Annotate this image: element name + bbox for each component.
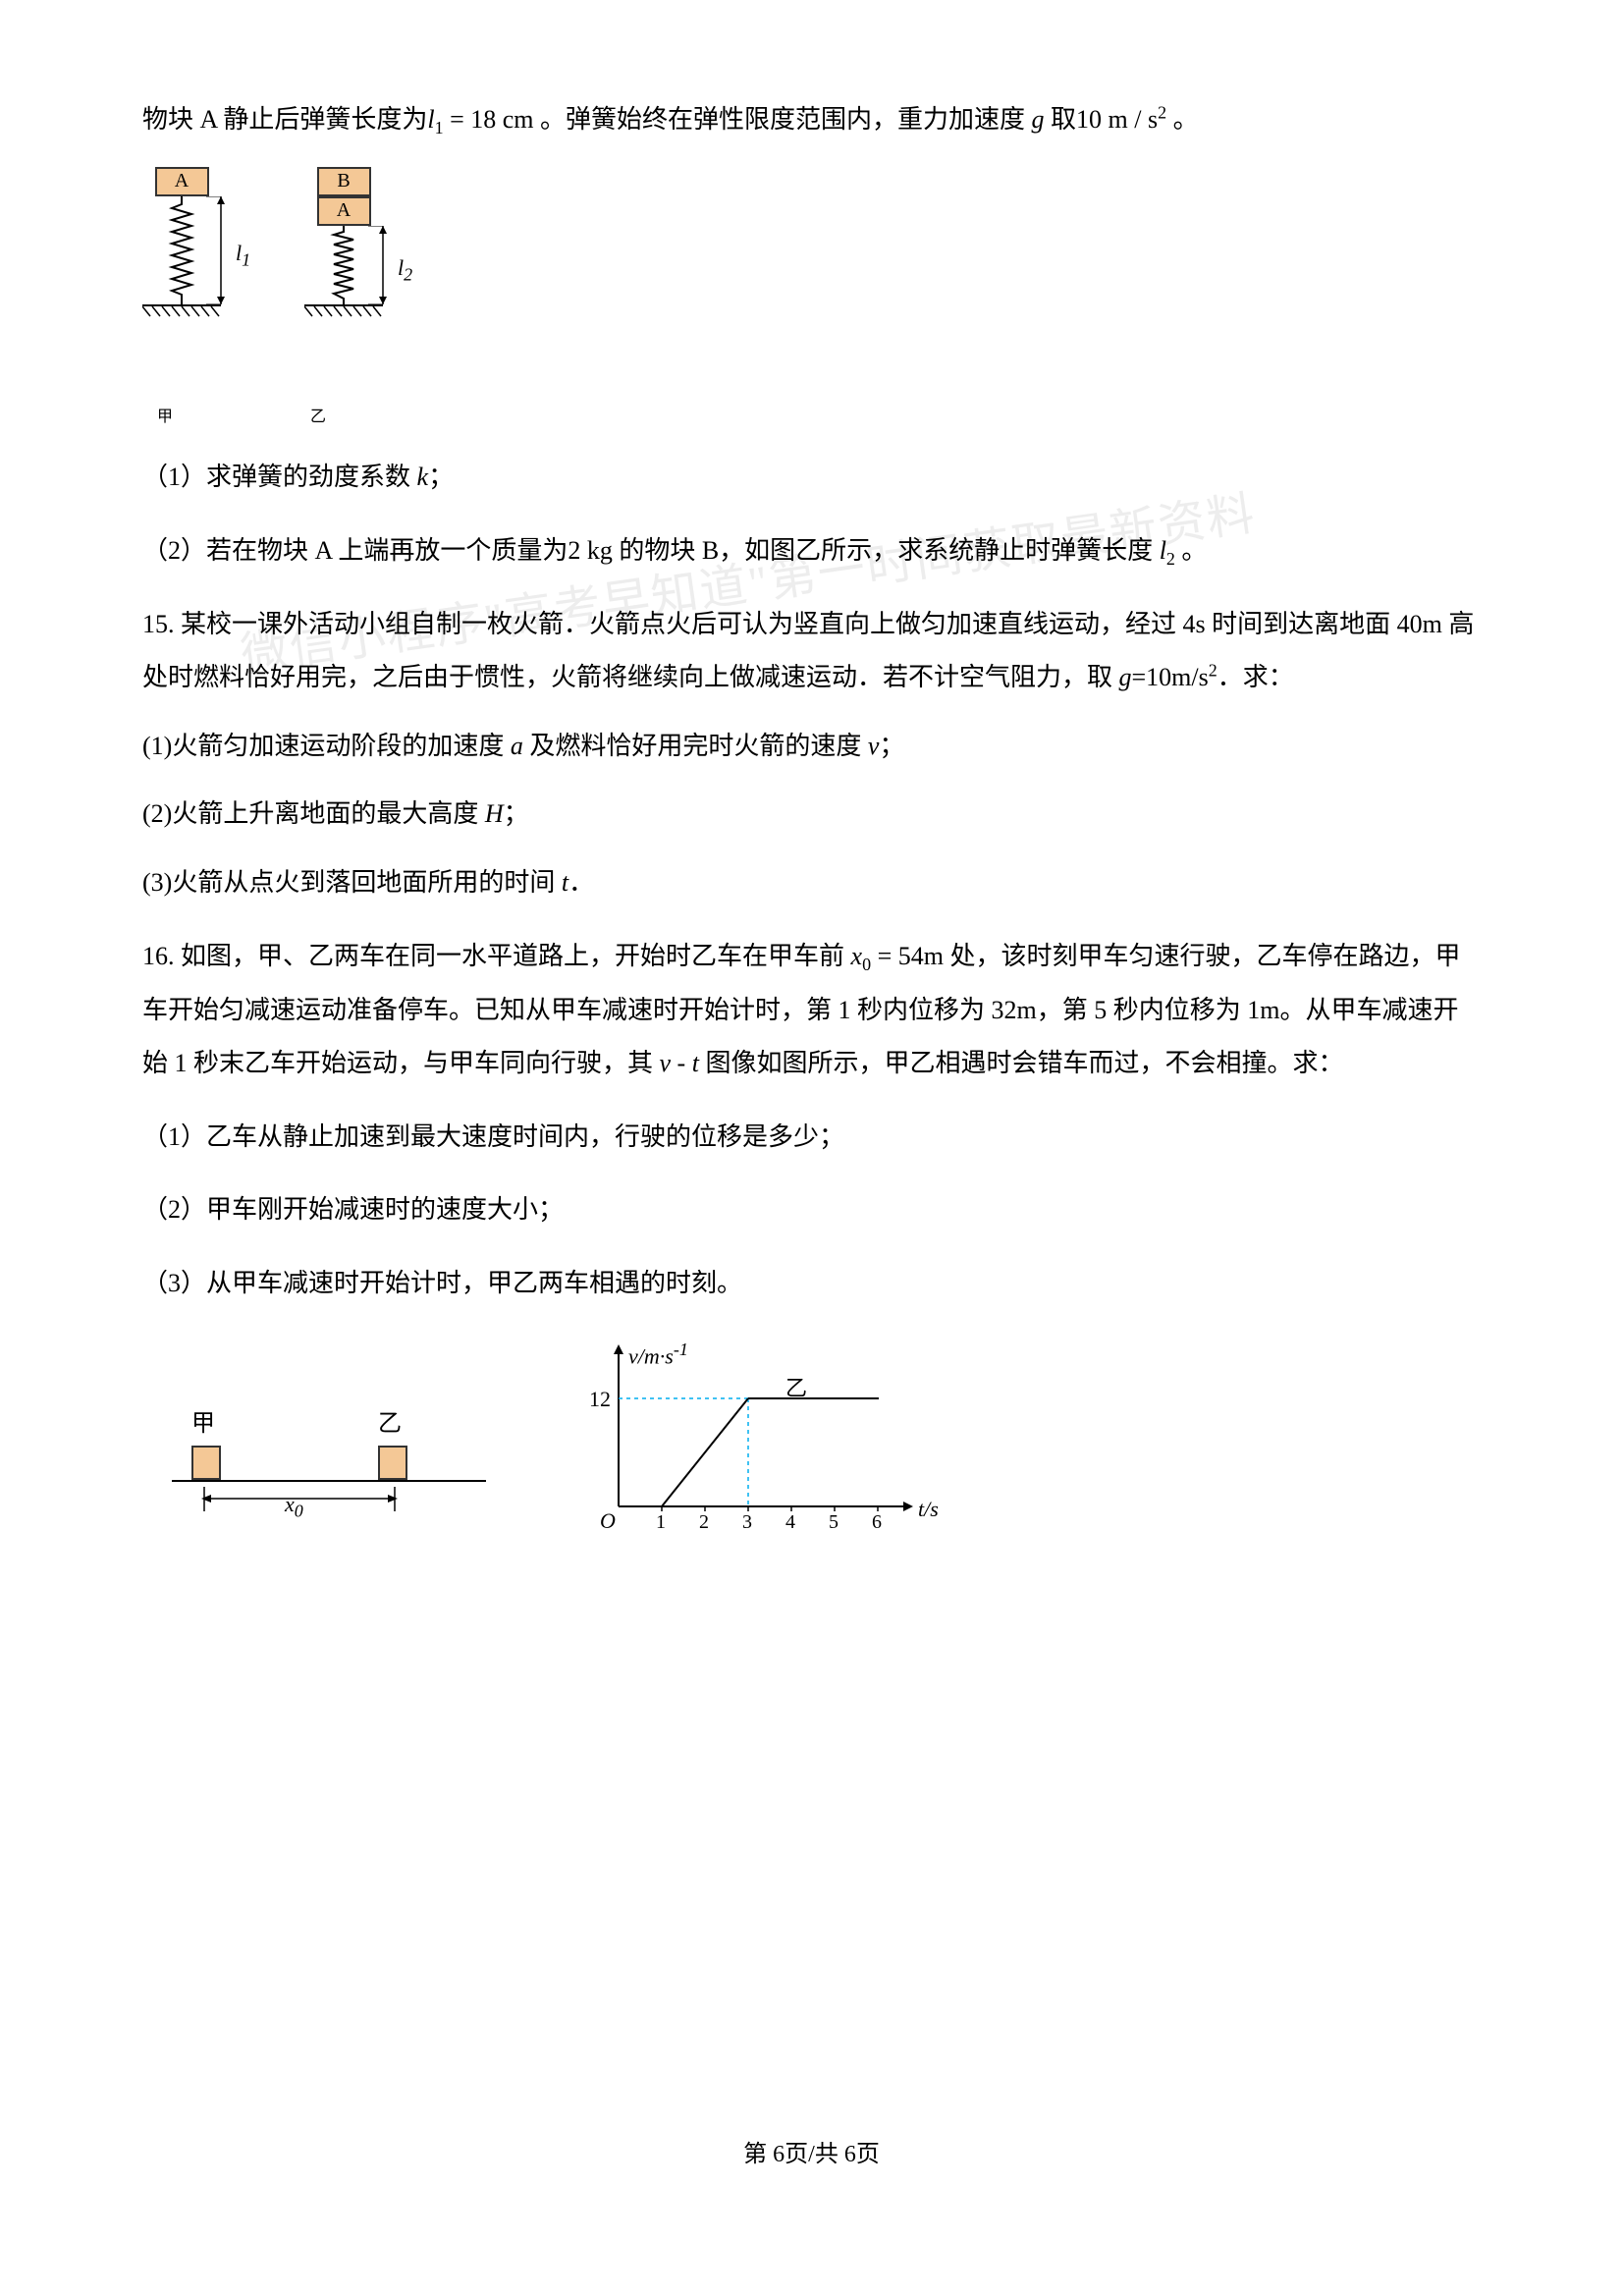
page-footer: 第 6页/共 6页 [0, 2134, 1623, 2168]
dim-l2 [363, 226, 403, 309]
car-jia-label: 甲 [191, 1403, 215, 1438]
origin: O [600, 1508, 616, 1534]
car-yi [378, 1446, 407, 1480]
car-diagram: 甲 乙 x0 [172, 1398, 486, 1516]
block-a-jia: A [155, 167, 209, 196]
q14-2: （2）若在物块 A 上端再放一个质量为2 kg 的物块 B，如图乙所示，求系统静… [142, 524, 1481, 578]
graph-line-yi: 乙 [785, 1371, 807, 1402]
y-axis-label: v/m·s-1 [628, 1339, 688, 1369]
spring-jia-svg [167, 196, 196, 304]
block-b-yi: B [317, 167, 371, 196]
block-a-yi: A [317, 196, 371, 226]
tick-3: 3 [742, 1511, 752, 1534]
vt-graph-svg [565, 1339, 957, 1536]
diagram-labels: 甲 乙 [157, 403, 1481, 426]
q16-intro: 16. 如图，甲、乙两车在同一水平道路上，开始时乙车在甲车前 x0 = 54m … [142, 930, 1481, 1091]
diagram-yi: B A l2 [304, 167, 383, 306]
tick-5: 5 [829, 1511, 839, 1534]
spring-diagram-container: A l1 B A [142, 167, 1481, 383]
q16-3: （3）从甲车减速时开始计时，甲乙两车相遇的时刻。 [142, 1257, 1481, 1311]
x-axis-label: t/s [918, 1497, 939, 1522]
label-jia: 甲 [157, 403, 173, 426]
q15-3: (3)火箭从点火到落回地面所用的时间 t． [142, 856, 1481, 910]
car-ground [172, 1480, 486, 1482]
q14-1: （1）求弹簧的劲度系数 k； [142, 451, 1481, 505]
tick-2: 2 [699, 1511, 709, 1534]
q15-1: (1)火箭匀加速运动阶段的加速度 a 及燃料恰好用完时火箭的速度 v； [142, 720, 1481, 774]
label-yi: 乙 [310, 403, 326, 426]
spring-yi-svg [329, 226, 358, 304]
q16-1: （1）乙车从静止加速到最大速度时间内，行驶的位移是多少； [142, 1111, 1481, 1165]
diagram-jia: A l1 [142, 167, 221, 306]
tick-1: 1 [656, 1511, 666, 1534]
tick-6: 6 [872, 1511, 882, 1534]
dim-l2-label: l2 [398, 255, 412, 285]
q15-intro: 15. 某校一课外活动小组自制一枚火箭．火箭点火后可认为竖直向上做匀加速直线运动… [142, 598, 1481, 705]
q16-diagrams: 甲 乙 x0 [172, 1339, 1481, 1536]
tick-4: 4 [785, 1511, 795, 1534]
dim-l1 [201, 196, 241, 309]
x0-label: x0 [285, 1492, 303, 1521]
car-yi-label: 乙 [378, 1403, 402, 1438]
vt-graph: v/m·s-1 12 乙 O 1 2 3 4 5 6 t/s [565, 1339, 957, 1536]
q16-2: （2）甲车刚开始减速时的速度大小； [142, 1183, 1481, 1237]
car-jia [191, 1446, 221, 1480]
dim-l1-label: l1 [236, 241, 250, 270]
y-val-12: 12 [589, 1387, 611, 1412]
q15-2: (2)火箭上升离地面的最大高度 H； [142, 788, 1481, 842]
intro-text: 物块 A 静止后弹簧长度为l1 = 18 cm 。弹簧始终在弹性限度范围内，重力… [142, 93, 1481, 147]
